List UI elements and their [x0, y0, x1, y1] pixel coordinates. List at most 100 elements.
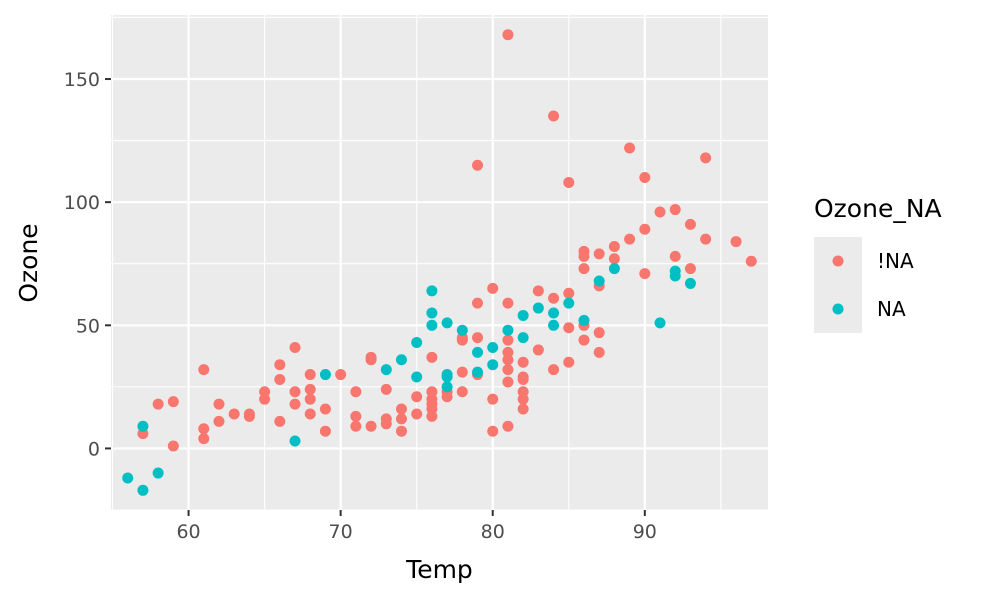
data-point: [608, 263, 620, 275]
legend-key-na-not: [832, 255, 844, 267]
data-point: [395, 354, 407, 366]
data-point: [578, 334, 590, 346]
data-point: [578, 314, 590, 326]
data-point: [274, 415, 286, 427]
data-point: [548, 307, 560, 319]
data-point: [548, 364, 560, 376]
data-point: [487, 282, 499, 294]
data-point: [730, 236, 742, 248]
data-point: [228, 408, 240, 420]
data-point: [502, 29, 514, 41]
data-point: [350, 410, 362, 422]
data-point: [563, 356, 575, 368]
data-point: [411, 371, 423, 383]
data-point: [122, 472, 134, 484]
y-tick-label: 0: [88, 438, 100, 460]
data-point: [502, 346, 514, 358]
data-point: [502, 324, 514, 336]
data-point: [411, 337, 423, 349]
data-point: [578, 245, 590, 257]
data-point: [319, 425, 331, 437]
data-point: [456, 386, 468, 398]
data-point: [319, 369, 331, 381]
legend-key-na: [832, 303, 844, 315]
data-point: [532, 302, 544, 314]
x-tick-label: 60: [176, 521, 200, 543]
data-point: [289, 341, 301, 353]
data-point: [593, 327, 605, 339]
data-point: [502, 376, 514, 388]
data-point: [259, 386, 271, 398]
legend-label-2: NA: [877, 297, 906, 321]
grid-minor: [111, 15, 768, 511]
x-axis-title: Temp: [405, 555, 473, 584]
data-point: [426, 351, 438, 363]
data-point: [639, 268, 651, 280]
data-point: [563, 176, 575, 188]
data-point: [532, 344, 544, 356]
data-point: [548, 292, 560, 304]
data-point: [654, 317, 666, 329]
data-point: [304, 383, 316, 395]
data-point: [472, 297, 484, 309]
legend-label-1: !NA: [877, 249, 914, 273]
data-point: [472, 159, 484, 171]
data-point: [274, 373, 286, 385]
data-point: [472, 332, 484, 344]
data-point: [350, 386, 362, 398]
x-tick-label: 90: [633, 521, 657, 543]
y-axis-title: Ozone: [14, 223, 43, 302]
data-point: [167, 396, 179, 408]
data-point: [548, 319, 560, 331]
data-point: [167, 440, 179, 452]
data-point: [487, 393, 499, 405]
data-point: [411, 408, 423, 420]
data-point: [563, 322, 575, 334]
data-point: [365, 351, 377, 363]
y-tick-label: 50: [76, 315, 100, 337]
data-point: [578, 263, 590, 275]
data-point: [198, 433, 210, 445]
data-point: [137, 484, 149, 496]
data-point: [502, 364, 514, 376]
data-point: [456, 366, 468, 378]
data-point: [411, 391, 423, 403]
data-point: [472, 366, 484, 378]
series-not-na: [137, 29, 757, 452]
legend: Ozone_NA !NA NA: [814, 194, 942, 333]
data-point: [639, 172, 651, 184]
data-point: [380, 413, 392, 425]
data-point: [669, 265, 681, 277]
data-point: [517, 371, 529, 383]
data-point: [304, 393, 316, 405]
y-tick-label: 100: [64, 192, 100, 214]
y-tick-label: 150: [64, 69, 100, 91]
data-point: [152, 467, 164, 479]
data-point: [669, 250, 681, 262]
data-point: [548, 110, 560, 122]
data-point: [213, 398, 225, 410]
data-point: [669, 204, 681, 216]
legend-title: Ozone_NA: [814, 194, 942, 223]
data-point: [335, 369, 347, 381]
data-point: [624, 142, 636, 154]
data-point: [152, 398, 164, 410]
data-point: [684, 263, 696, 275]
x-tick-label: 80: [481, 521, 505, 543]
data-point: [395, 413, 407, 425]
data-point: [608, 240, 620, 252]
data-point: [532, 285, 544, 297]
data-point: [517, 332, 529, 344]
data-point: [745, 255, 757, 267]
data-point: [289, 398, 301, 410]
data-point: [517, 403, 529, 415]
data-point: [395, 403, 407, 415]
data-point: [639, 223, 651, 235]
data-point: [365, 420, 377, 432]
data-point: [426, 319, 438, 331]
data-points: [122, 29, 757, 496]
data-point: [563, 287, 575, 299]
series-na: [122, 263, 696, 496]
data-point: [198, 423, 210, 435]
